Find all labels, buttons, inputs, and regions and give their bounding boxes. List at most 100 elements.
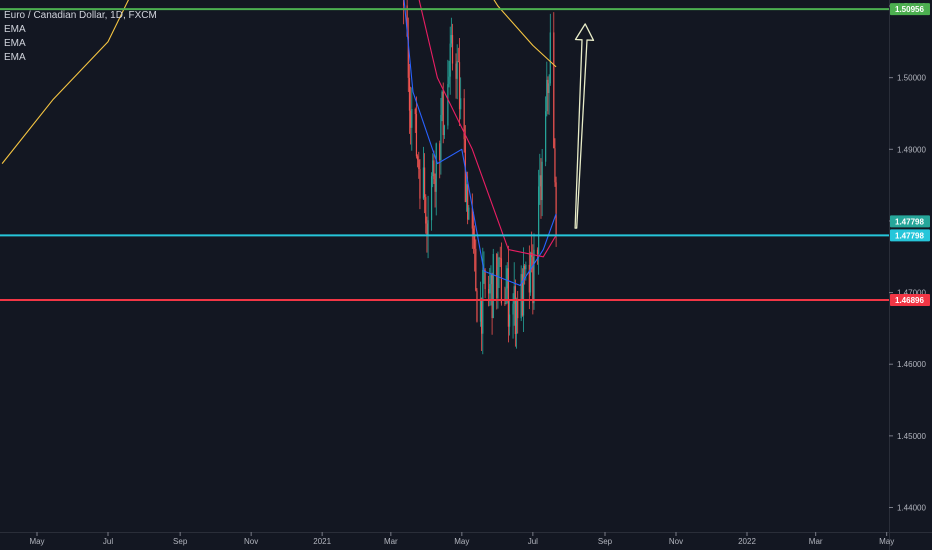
time-tick-label: Nov — [669, 537, 683, 546]
candle-body — [520, 274, 522, 319]
candle-body — [540, 175, 542, 201]
candle-body — [411, 108, 413, 128]
level-badge-green-label: 1.50956 — [895, 5, 924, 14]
candle-body — [403, 0, 405, 6]
candle-body — [547, 79, 549, 93]
candle-body — [528, 264, 530, 293]
candle — [545, 96, 547, 167]
ema-line-3 — [1, 0, 557, 164]
candle-body — [532, 256, 534, 304]
candle-body — [449, 43, 451, 77]
candle-body — [425, 197, 427, 224]
candle — [540, 158, 542, 219]
candle-body — [430, 176, 433, 221]
candle — [463, 89, 465, 153]
last-price-badge-bg — [890, 215, 930, 228]
candle-body — [456, 61, 458, 79]
candle — [408, 64, 411, 134]
candle — [450, 17, 452, 48]
indicator-ema-1[interactable]: EMA — [4, 24, 26, 35]
candle-body — [451, 35, 454, 64]
candle-body — [457, 61, 459, 63]
candle — [522, 247, 525, 333]
candle — [554, 138, 556, 187]
candle-body — [507, 268, 509, 327]
candle — [538, 169, 540, 275]
candle-body — [426, 223, 428, 236]
candle — [507, 245, 509, 343]
candle-body — [545, 111, 547, 162]
indicator-ema-2[interactable]: EMA — [4, 38, 26, 49]
candle — [515, 297, 518, 349]
time-tick-label: Jul — [103, 537, 113, 546]
price-tick-label: 1.50000 — [897, 74, 926, 83]
candle — [472, 211, 475, 254]
time-axis: May Jul Sep Nov 2021 Mar May Jul Sep Nov 2022 Mar Ma… — [29, 532, 894, 546]
candle — [479, 281, 482, 327]
candle — [419, 159, 421, 210]
candle-body — [514, 286, 516, 335]
time-tick-label: 2021 — [313, 537, 331, 546]
price-tick-label: 1.44000 — [897, 504, 926, 513]
candle-body — [447, 84, 449, 126]
annotation-arrow — [574, 23, 595, 229]
candle — [524, 263, 526, 285]
candle — [407, 17, 409, 92]
candle-body — [467, 184, 469, 220]
last-price-badge: 1.47798 — [890, 215, 930, 228]
candle — [435, 142, 437, 216]
level-badge-cyan-bg — [890, 229, 930, 242]
candle — [414, 107, 416, 133]
time-tick-label: Mar — [384, 537, 398, 546]
candle — [441, 90, 443, 122]
candle-body — [554, 148, 556, 183]
candle — [547, 76, 549, 115]
candle — [418, 151, 420, 179]
ema-line-1 — [403, 0, 557, 286]
candle-body — [433, 160, 435, 180]
candle-body — [434, 179, 436, 192]
candle — [411, 87, 413, 151]
candle — [498, 256, 500, 289]
candle — [553, 12, 555, 149]
candle — [455, 53, 457, 99]
candle — [532, 244, 534, 315]
candle-body — [512, 303, 514, 315]
candle-body — [513, 286, 515, 304]
ema-line-2 — [418, 0, 557, 258]
symbol-title[interactable]: Euro / Canadian Dollar, 1D, FXCM — [4, 10, 157, 21]
candle — [508, 299, 511, 336]
candle — [458, 38, 461, 126]
candle-body — [468, 207, 470, 220]
candle-body — [481, 298, 483, 334]
time-tick-label: Nov — [244, 537, 258, 546]
candle — [443, 124, 445, 139]
candle — [517, 290, 519, 334]
candle-body — [521, 274, 523, 316]
price-badges: 1.50956 1.47798 1.47798 1.46896 — [890, 3, 930, 307]
candle — [468, 205, 470, 221]
candle — [529, 251, 532, 296]
candle — [521, 268, 523, 317]
level-badge-red: 1.46896 — [890, 294, 930, 307]
candle-body — [414, 108, 416, 115]
candle-body — [476, 290, 478, 322]
level-badge-cyan-label: 1.47798 — [895, 231, 924, 240]
candle-body — [522, 265, 525, 316]
indicator-ema-3[interactable]: EMA — [4, 52, 26, 63]
candle — [415, 96, 418, 159]
candle — [491, 272, 493, 335]
candle-body — [408, 77, 411, 111]
candle — [548, 74, 550, 115]
candle-body — [506, 268, 508, 289]
price-axis: 1.440001.450001.460001.470001.480001.490… — [889, 2, 926, 513]
price-tick-label: 1.49000 — [897, 145, 926, 154]
candle-body — [546, 79, 548, 112]
candle — [403, 0, 405, 25]
candle — [504, 286, 506, 307]
candle-body — [442, 91, 444, 136]
time-tick-label: May — [879, 537, 894, 546]
candle-body — [491, 273, 493, 318]
candle-body — [440, 114, 442, 161]
